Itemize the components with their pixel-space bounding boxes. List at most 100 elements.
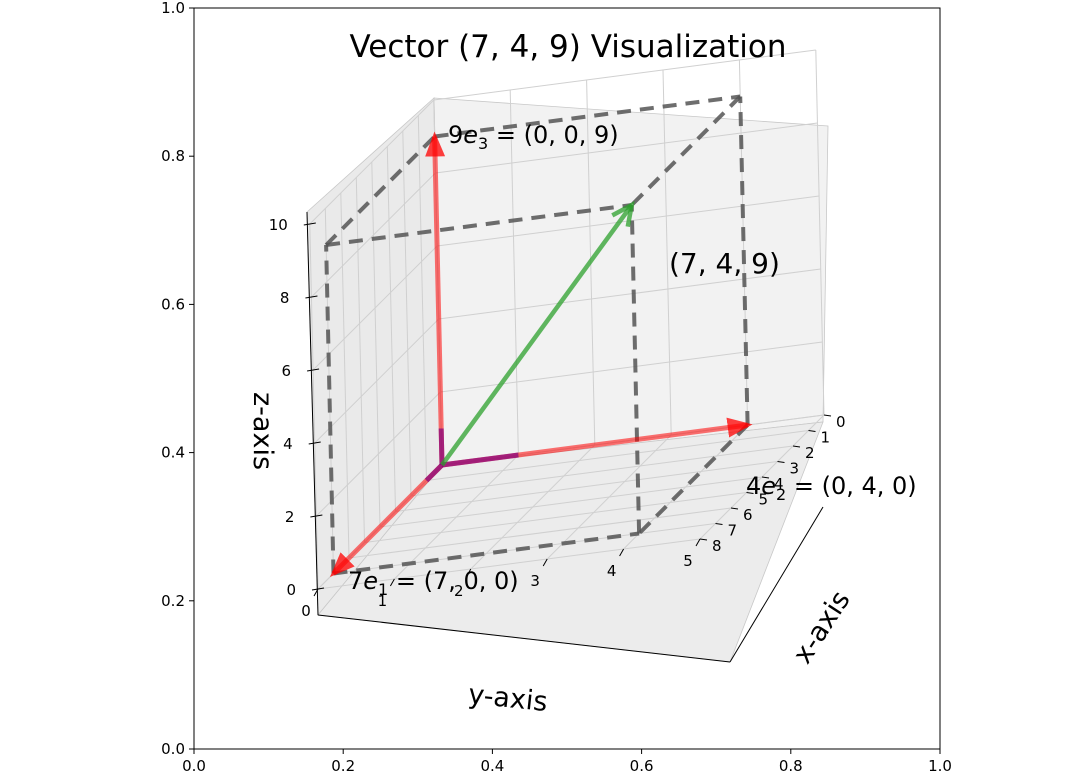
grid-line: [433, 49, 816, 101]
x-tick-label: 4: [774, 475, 784, 493]
e1-eq: =: [388, 567, 423, 595]
y-tick-mark: [466, 568, 472, 577]
guide-lines: [324, 94, 750, 576]
grid-line: [371, 161, 381, 528]
main-vector: [440, 203, 634, 467]
z-tick-mark: [303, 222, 316, 226]
x-axis-label: x-axis: [787, 585, 856, 669]
z-tick-label: 2: [285, 508, 295, 526]
guide-line: [637, 423, 750, 535]
e1-label: 7e1 = (7, 0, 0): [348, 567, 519, 599]
frame-ytick-label: 0.4: [161, 444, 185, 462]
grid-line: [379, 476, 763, 528]
e2-label: 4e2 = (0, 4, 0): [746, 472, 917, 504]
grid-line: [417, 115, 427, 481]
frame-xtick-label: 0.0: [182, 757, 206, 775]
e1-value: (7, 0, 0): [424, 567, 519, 595]
grid-line: [340, 192, 350, 559]
guide-line: [324, 244, 336, 574]
frame-xtick-label: 0.6: [630, 757, 654, 775]
frame-xtick-label: 1.0: [928, 757, 952, 775]
frame-ticks: 0.0 0.2 0.4 0.6 0.8 1.0 0.0 0.2 0.4 0.6 0.8 1.0: [161, 0, 952, 775]
point-label: (7, 4, 9): [669, 247, 780, 280]
z-axis-line: [306, 211, 319, 616]
y-tick-label: 0: [301, 602, 311, 620]
y-tick-label: 1: [378, 592, 388, 610]
grid-line: [348, 507, 732, 559]
x-tick-mark: [823, 414, 832, 417]
grid-line: [312, 245, 438, 371]
e2-coef: 4: [746, 472, 761, 500]
e2-eq: =: [786, 472, 821, 500]
frame-ytick-label: 1.0: [161, 0, 185, 17]
z-tick-mark: [306, 368, 320, 372]
z-tick-label: 10: [269, 216, 288, 234]
e3-eq: =: [488, 121, 523, 149]
z-tick-label: 0: [286, 581, 296, 599]
z-tick-mark: [308, 441, 321, 445]
y-tick-label: 4: [607, 562, 617, 580]
grid-line: [364, 492, 747, 543]
y-tick-mark: [695, 538, 701, 547]
frame-xtick-label: 0.4: [480, 757, 504, 775]
e3-coef: 9: [448, 121, 463, 149]
x-tick-label: 2: [805, 444, 815, 462]
y-axis-label: y-axis: [467, 679, 549, 718]
z-tick-label: 4: [283, 435, 293, 453]
x-tick-label: 0: [836, 413, 846, 431]
grid-line: [662, 69, 672, 436]
x-tick-mark: [792, 445, 801, 448]
grid-line: [815, 49, 825, 416]
x-tick-label: 3: [790, 460, 800, 478]
grid-line: [314, 318, 440, 444]
frame-ytick-label: 0.0: [161, 740, 185, 758]
grid-line: [309, 99, 435, 225]
y-tick-mark: [313, 588, 319, 597]
x-tick-mark: [730, 507, 739, 510]
vectors: [329, 131, 753, 578]
frame-ytick-label: 0.2: [161, 592, 185, 610]
guide-line: [434, 94, 741, 139]
grid-line: [355, 177, 365, 543]
x-tick-mark: [699, 538, 708, 541]
y-tick-label: 5: [683, 552, 693, 570]
e3-sub: 3: [478, 134, 488, 153]
y-tick-mark: [389, 578, 395, 587]
main-vector-head: [611, 200, 635, 228]
grid-line: [438, 268, 821, 320]
guide-line: [333, 531, 640, 576]
e3-value: (0, 0, 9): [524, 121, 619, 149]
guide-line: [738, 96, 750, 426]
grid-line: [509, 89, 519, 456]
y-tick-label: 2: [454, 582, 464, 600]
e1-coef: 7: [348, 567, 363, 595]
x-tick-label: 6: [743, 506, 753, 524]
guide-line: [629, 204, 642, 534]
e2-sub: 2: [776, 485, 786, 504]
grid-line: [311, 172, 436, 298]
x-tick-label: 5: [759, 491, 769, 509]
z-tick-label: 8: [280, 289, 290, 307]
grid-line: [317, 538, 701, 590]
x-tick-mark: [746, 492, 754, 494]
y-axis-line: [317, 614, 731, 663]
guide-line: [325, 203, 632, 247]
x-tick-mark: [808, 430, 816, 432]
y-tick-label: 3: [530, 572, 540, 590]
e1-sub: 1: [378, 580, 388, 599]
unit-vector-1: [424, 463, 444, 483]
unit-vector-2: [441, 452, 519, 468]
grid-line: [410, 445, 794, 497]
e3-label: 9e3 = (0, 0, 9): [448, 121, 619, 153]
grid-line: [546, 434, 672, 560]
grid-line: [395, 461, 778, 512]
e2-value: (0, 4, 0): [822, 472, 917, 500]
z-axis-label: z-axis: [247, 392, 278, 470]
back-pane: [433, 97, 829, 466]
x-tick-label: 8: [712, 537, 722, 555]
x-axis-line: [729, 506, 824, 663]
z-tick-label: 6: [282, 362, 292, 380]
frame-ytick-label: 0.8: [161, 147, 185, 165]
